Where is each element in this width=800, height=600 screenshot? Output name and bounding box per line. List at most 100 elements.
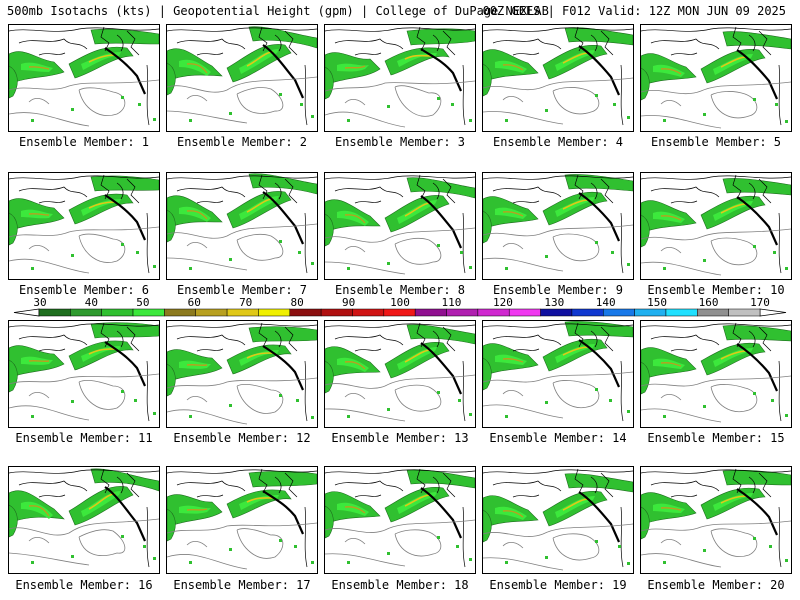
height-contours <box>167 377 317 425</box>
colorbar-tick-label: 90 <box>342 296 355 309</box>
colorbar-swatch <box>289 308 322 317</box>
colorbar-swatch <box>226 308 259 317</box>
height-contours <box>9 518 159 566</box>
coastlines-and-borders <box>641 322 791 422</box>
ensemble-map <box>325 174 475 275</box>
coastlines-and-borders <box>9 174 159 274</box>
colorbar-low-arrow <box>13 308 40 317</box>
colorbar-tick-label: 30 <box>33 296 46 309</box>
ensemble-map <box>167 468 317 570</box>
ensemble-map <box>483 174 633 274</box>
ensemble-member-caption: Ensemble Member: 19 <box>489 578 627 592</box>
coastlines-and-borders <box>325 26 475 126</box>
height-contours <box>167 76 317 124</box>
ensemble-map <box>325 26 475 128</box>
ensemble-map <box>9 26 159 127</box>
ensemble-panel <box>482 172 634 280</box>
height-contours <box>641 520 791 568</box>
isotach-shading <box>9 175 159 246</box>
colorbar-swatch <box>320 308 353 317</box>
ensemble-member-caption: Ensemble Member: 1 <box>18 135 150 149</box>
height-contours <box>9 373 159 421</box>
ensemble-panel <box>640 320 792 428</box>
ensemble-panel <box>166 24 318 132</box>
isotach-shading <box>167 173 317 243</box>
ensemble-map <box>483 321 633 422</box>
colorbar-swatch <box>164 308 196 317</box>
height-contours <box>325 80 475 128</box>
height-contours <box>325 227 475 275</box>
isotach-shading <box>325 177 475 247</box>
height-contours <box>641 81 791 129</box>
map-title: 500mb Isotachs (kts) | Geopotential Heig… <box>7 4 549 18</box>
isotach-shading <box>641 178 791 248</box>
height-contours <box>167 522 317 570</box>
colorbar-swatch <box>665 308 698 317</box>
isotach-shading <box>325 28 475 100</box>
ensemble-panel <box>482 320 634 428</box>
coastlines-and-borders <box>483 322 633 422</box>
ensemble-map <box>641 468 791 568</box>
isotach-color-scale: 30 40 50 60 70 80 90 100 110 120 130 140 150 160 170 <box>13 296 787 317</box>
isotach-shading <box>483 27 633 97</box>
colorbar-swatch <box>728 308 761 317</box>
coastlines-and-borders <box>641 468 791 568</box>
ensemble-panel <box>8 24 160 132</box>
height-contours <box>641 228 791 276</box>
ensemble-panel <box>482 466 634 574</box>
isotach-shading <box>167 26 317 96</box>
isotach-shading <box>641 325 791 395</box>
isotach-shading <box>325 469 475 539</box>
height-contours <box>9 226 159 274</box>
ensemble-map <box>9 174 159 274</box>
colorbar-swatch <box>697 308 729 317</box>
colorbar-tick-label: 150 <box>647 296 667 309</box>
height-contours <box>9 79 159 127</box>
colorbar-tick-label: 70 <box>239 296 252 309</box>
ensemble-member-caption: Ensemble Member: 5 <box>650 135 782 149</box>
isotach-shading <box>641 31 791 101</box>
coastlines-and-borders <box>167 322 317 422</box>
colorbar-tick-label: 50 <box>136 296 149 309</box>
ensemble-panel <box>8 172 160 280</box>
colorbar-tick-label: 60 <box>188 296 201 309</box>
colorbar-tick-label: 80 <box>290 296 303 309</box>
ensemble-panel <box>166 466 318 574</box>
isotach-shading <box>483 174 633 244</box>
ensemble-map <box>641 322 791 423</box>
height-contours <box>483 224 633 272</box>
ensemble-member-caption: Ensemble Member: 2 <box>176 135 308 149</box>
ensemble-member-caption: Ensemble Member: 6 <box>18 283 150 297</box>
ensemble-map <box>9 468 159 568</box>
ensemble-member-caption: Ensemble Member: 12 <box>173 431 311 445</box>
colorbar-tick-label: 160 <box>699 296 719 309</box>
colorbar-swatch <box>634 308 667 317</box>
colorbar-tick-label: 130 <box>544 296 564 309</box>
height-contours <box>483 371 633 419</box>
coastlines-and-borders <box>483 468 633 568</box>
isotach-shading <box>641 469 791 540</box>
coastlines-and-borders <box>325 322 475 422</box>
ensemble-panel <box>166 320 318 428</box>
coastlines-and-borders <box>167 174 317 274</box>
ensemble-member-caption: Ensemble Member: 17 <box>173 578 311 592</box>
colorbar-swatch <box>38 308 71 317</box>
ensemble-map <box>325 322 475 422</box>
isotach-shading <box>9 468 159 538</box>
ensemble-panel <box>166 172 318 280</box>
isotach-shading <box>9 28 159 99</box>
ensemble-map <box>641 26 791 129</box>
coastlines-and-borders <box>483 174 633 274</box>
coastlines-and-borders <box>641 26 791 126</box>
colorbar-tick-label: 40 <box>85 296 98 309</box>
coastlines-and-borders <box>483 26 633 126</box>
isotach-shading <box>9 322 159 393</box>
isotach-shading <box>167 470 317 542</box>
ensemble-map <box>483 26 633 126</box>
ensemble-member-caption: Ensemble Member: 20 <box>647 578 785 592</box>
coastlines-and-borders <box>641 174 791 274</box>
colorbar-swatch <box>195 308 228 317</box>
height-contours <box>483 77 633 125</box>
height-contours <box>325 519 475 567</box>
colorbar-swatch <box>508 308 541 317</box>
